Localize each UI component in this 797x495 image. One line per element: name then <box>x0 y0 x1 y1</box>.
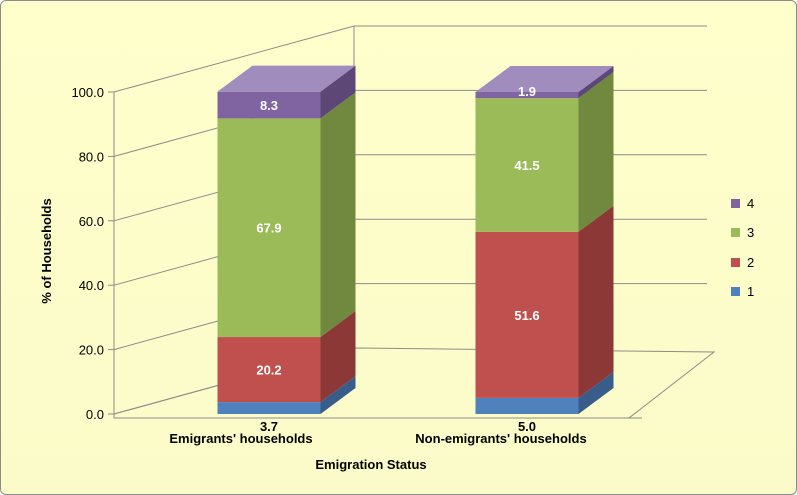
y-tick-label: 20.0 <box>79 343 104 358</box>
bar-segment-front <box>217 337 321 403</box>
y-tick-label: 60.0 <box>79 214 104 229</box>
legend-swatch <box>731 287 740 296</box>
legend-label: 4 <box>747 196 754 211</box>
legend-swatch <box>731 228 740 237</box>
bar-segment-top <box>475 66 614 92</box>
bar-segment-side <box>578 205 614 398</box>
bar-segment-front <box>475 231 579 398</box>
y-axis-title: % of Households <box>39 198 54 303</box>
bar-segment-front <box>217 91 321 119</box>
bar-segment-front <box>217 118 321 338</box>
bar-segment-front <box>475 98 579 232</box>
side-gridline <box>113 25 355 93</box>
bar-segment-side <box>320 65 356 119</box>
x-category-label: Emigrants' households <box>169 431 312 446</box>
data-label: 5.0 <box>518 419 536 434</box>
bar-segment-top <box>217 65 356 92</box>
legend-swatch <box>731 258 740 267</box>
bar-segment-front <box>217 402 321 414</box>
data-label: 3.7 <box>260 419 278 434</box>
data-label: 20.2 <box>256 363 281 378</box>
bar-segment-side <box>320 376 356 414</box>
y-tick-label: 40.0 <box>79 278 104 293</box>
data-label: 67.9 <box>256 221 281 236</box>
legend-label: 3 <box>747 225 754 240</box>
y-tick-label: 0.0 <box>86 407 104 422</box>
legend-swatch <box>731 199 740 208</box>
y-tick-label: 80.0 <box>79 149 104 164</box>
data-label: 41.5 <box>514 158 539 173</box>
bar-segment-side <box>578 371 614 414</box>
y-tick-label: 100.0 <box>71 85 104 100</box>
bar-segment-side <box>578 72 614 232</box>
data-label: 51.6 <box>514 308 539 323</box>
data-label: 1.9 <box>518 84 536 99</box>
bar-segment-front <box>475 92 579 99</box>
bar-segment-front <box>475 397 579 414</box>
x-category-label: Non-emigrants' households <box>415 431 586 446</box>
bar-segment-side <box>320 311 356 403</box>
data-label: 8.3 <box>260 98 278 113</box>
floor-outline <box>113 347 716 419</box>
legend-label: 2 <box>747 255 754 270</box>
bar-segment-side <box>320 92 356 338</box>
x-axis-title: Emigration Status <box>315 457 426 472</box>
legend-label: 1 <box>747 284 754 299</box>
bar-segment-side <box>578 66 614 99</box>
